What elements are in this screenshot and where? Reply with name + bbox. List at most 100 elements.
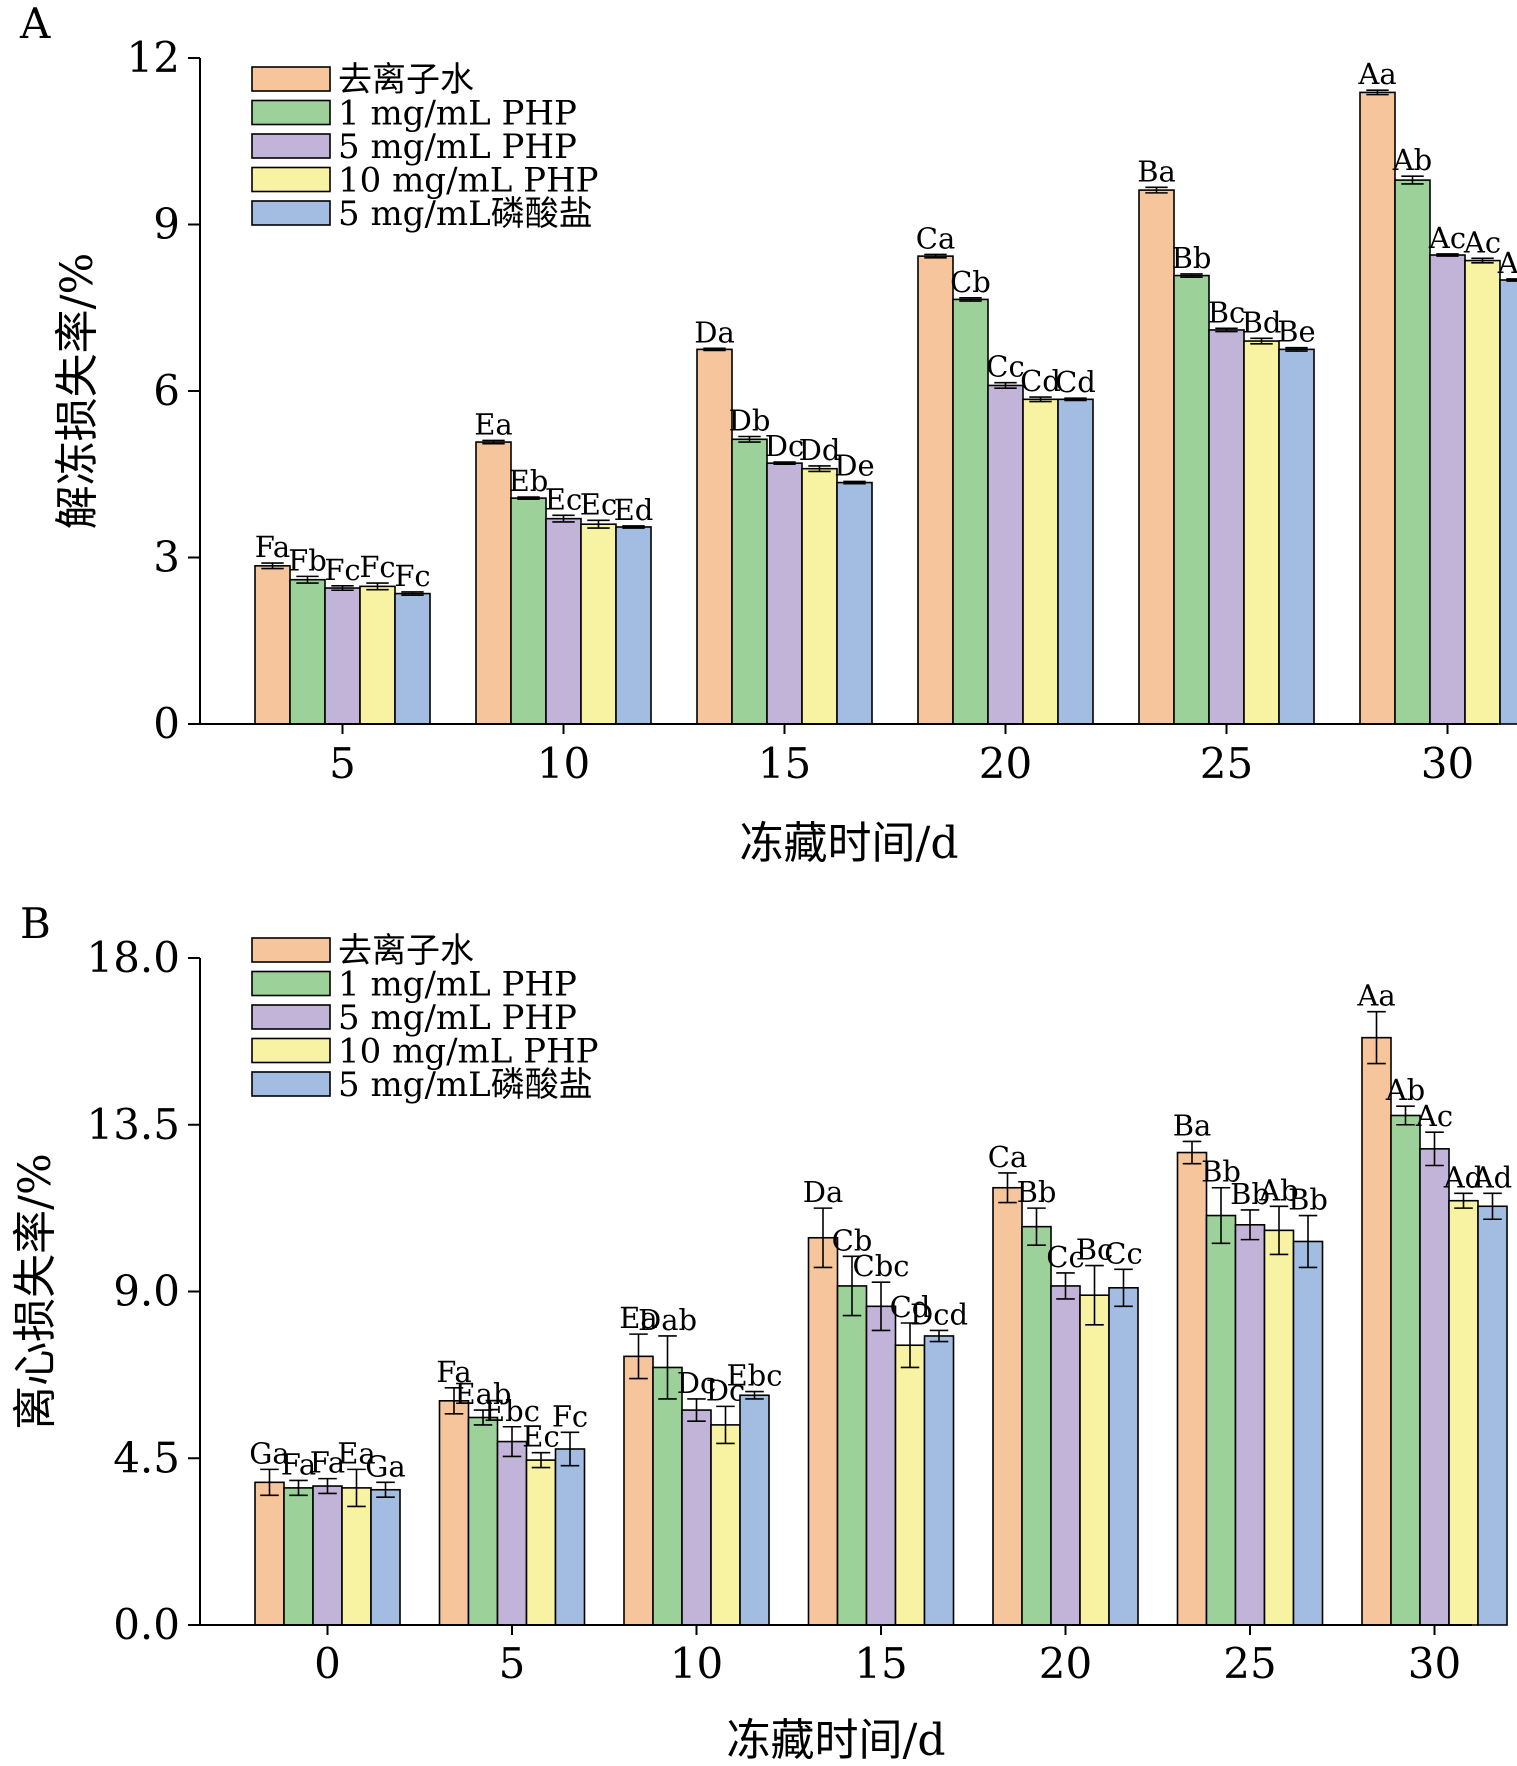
bar <box>1361 1036 1392 1626</box>
significance-label: Dab <box>638 1303 697 1337</box>
significance-label: Cb <box>950 265 991 299</box>
bar <box>254 1481 285 1626</box>
legend-label: 5 mg/mL磷酸盐 <box>338 194 593 234</box>
legend-label: 5 mg/mL PHP <box>338 998 577 1038</box>
x-tick-label: 10 <box>670 1639 723 1688</box>
legend-swatch <box>251 133 331 159</box>
bar <box>623 1355 654 1626</box>
legend-swatch <box>251 970 331 997</box>
x-axis-title: 冻藏时间/d <box>740 818 959 869</box>
significance-label: Dc <box>765 429 805 463</box>
significance-label: Aa <box>1357 57 1396 91</box>
significance-label: Ga <box>249 1436 289 1470</box>
legend-label: 去离子水 <box>338 931 474 971</box>
bar <box>739 1394 770 1626</box>
significance-label: Be <box>1277 315 1315 349</box>
significance-label: Db <box>729 404 771 438</box>
bar <box>254 565 291 725</box>
significance-label: Fc <box>552 1399 588 1433</box>
significance-label: Dcd <box>910 1297 968 1331</box>
x-axis-title: 冻藏时间/d <box>727 1715 946 1766</box>
significance-label: Fa <box>255 530 290 564</box>
chart-panel-a: AFaFbFcFcFc5EaEbEcEcEd10DaDbDcDdDe15CaCb… <box>19 0 1517 869</box>
significance-label: Bd <box>1242 305 1282 339</box>
y-axis-title: 解冻损失率/% <box>52 253 103 530</box>
bar <box>1243 340 1280 725</box>
bar <box>510 497 547 725</box>
bar <box>987 384 1024 725</box>
panel-label: B <box>20 899 51 948</box>
significance-label: Ec <box>545 482 582 516</box>
bar <box>289 578 326 725</box>
legend-label: 5 mg/mL PHP <box>338 127 577 167</box>
y-tick-label: 9.0 <box>113 1267 180 1316</box>
significance-label: Ed <box>614 493 654 527</box>
significance-label: Ad <box>1497 246 1517 280</box>
significance-label: Ad <box>1472 1160 1513 1194</box>
x-tick-label: 25 <box>1223 1639 1276 1688</box>
significance-label: Ba <box>1137 154 1176 188</box>
legend-swatch <box>251 166 331 193</box>
legend-label: 去离子水 <box>338 60 474 100</box>
bar <box>1394 179 1431 725</box>
bar <box>923 1335 955 1626</box>
significance-label: Ab <box>1385 1073 1426 1107</box>
x-tick-label: 10 <box>537 739 590 788</box>
x-tick-label: 30 <box>1421 739 1474 788</box>
legend-swatch <box>251 1037 331 1064</box>
bar <box>615 526 652 725</box>
bar <box>1138 189 1175 725</box>
significance-label: Ec <box>580 487 617 521</box>
bar <box>545 517 582 725</box>
significance-label: Cb <box>832 1223 873 1257</box>
significance-label: Ba <box>1173 1108 1212 1142</box>
significance-label: Eb <box>509 464 549 498</box>
y-tick-label: 13.5 <box>86 1100 180 1149</box>
bar <box>710 1424 741 1626</box>
legend-label: 10 mg/mL PHP <box>338 161 599 201</box>
bar <box>1448 1199 1479 1626</box>
bar <box>324 587 361 725</box>
significance-label: Da <box>803 1175 844 1209</box>
x-tick-label: 15 <box>758 739 811 788</box>
bar <box>652 1366 683 1626</box>
bar <box>283 1487 314 1626</box>
significance-label: Ebc <box>727 1359 783 1393</box>
significance-label: Bb <box>1172 241 1212 275</box>
significance-label: Cbc <box>853 1249 910 1283</box>
bar <box>1050 1285 1081 1626</box>
significance-label: Fc <box>394 559 430 593</box>
y-tick-label: 9 <box>153 200 180 249</box>
bar <box>359 585 396 725</box>
bar <box>1205 1214 1237 1626</box>
significance-label: Dd <box>799 433 841 467</box>
bar <box>865 1305 897 1626</box>
significance-label: Bb <box>1288 1183 1328 1217</box>
x-tick-label: 5 <box>329 739 356 788</box>
bar <box>836 1285 868 1626</box>
legend-swatch <box>251 937 331 963</box>
bar <box>952 298 989 725</box>
y-axis-title: 离心损失率/% <box>10 1153 61 1430</box>
significance-label: Cd <box>1020 364 1061 398</box>
bar <box>1173 274 1210 725</box>
bar <box>312 1485 343 1626</box>
bar <box>894 1344 926 1626</box>
bar <box>438 1400 470 1626</box>
bar <box>1390 1114 1421 1626</box>
x-tick-label: 30 <box>1408 1639 1461 1688</box>
legend-swatch <box>251 1004 331 1030</box>
significance-label: Bc <box>1076 1233 1114 1267</box>
bar <box>1057 398 1094 725</box>
bar <box>580 523 617 725</box>
bar <box>731 438 768 725</box>
significance-label: Ac <box>1428 221 1466 255</box>
legend-label: 1 mg/mL PHP <box>338 94 577 134</box>
y-tick-label: 3 <box>153 533 180 582</box>
bar <box>1429 254 1466 725</box>
x-tick-label: 20 <box>1039 1639 1092 1688</box>
bar <box>1499 279 1517 725</box>
bar <box>525 1459 557 1626</box>
